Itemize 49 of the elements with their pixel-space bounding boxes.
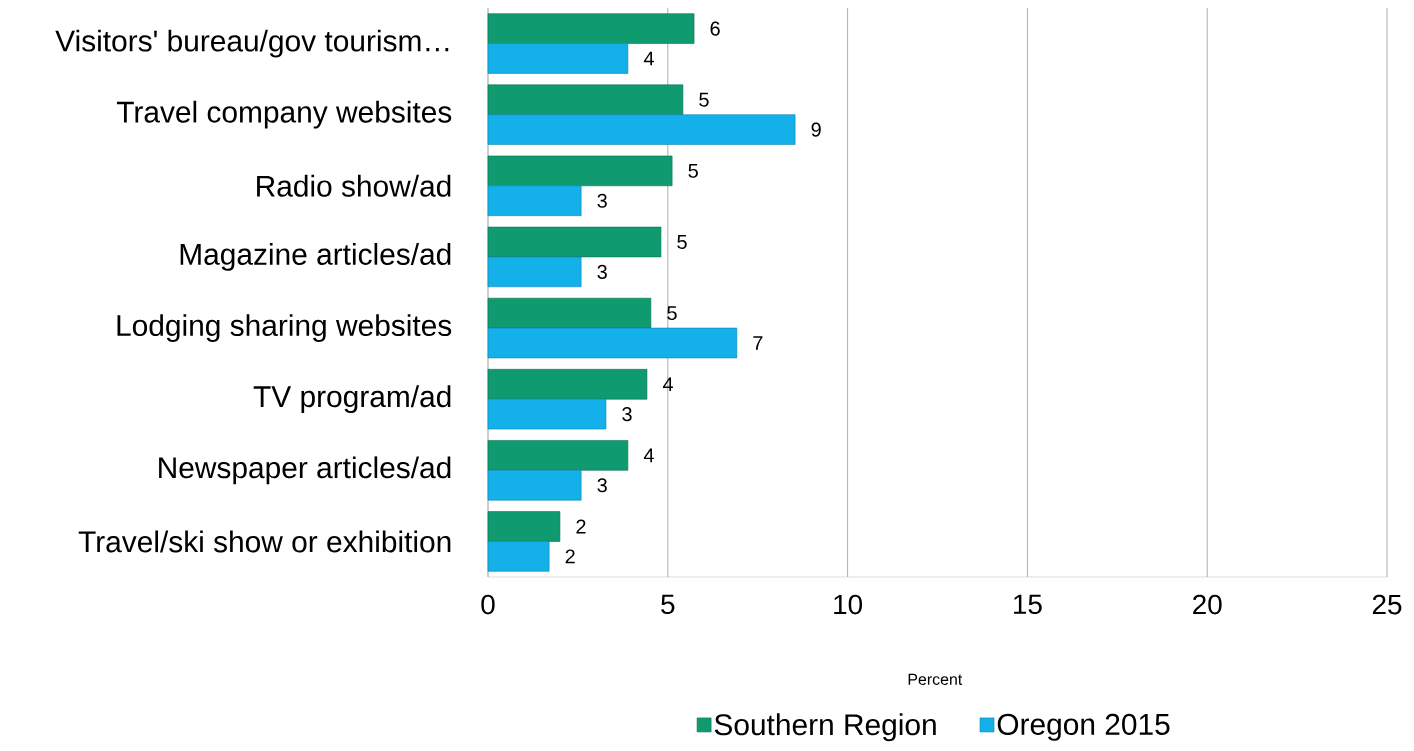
data-label: 3 xyxy=(622,407,632,422)
x-tick-label: 25 xyxy=(1372,594,1402,615)
data-label: 4 xyxy=(643,51,654,66)
bar xyxy=(487,511,561,542)
bar xyxy=(487,185,582,216)
bar xyxy=(487,84,684,115)
y-tick-label: Newspaper articles/ad xyxy=(159,456,451,485)
data-label: 5 xyxy=(677,235,687,249)
data-label: 7 xyxy=(753,336,763,350)
bar xyxy=(487,398,607,430)
bar xyxy=(487,470,582,501)
bar xyxy=(487,440,629,471)
data-label: 5 xyxy=(699,92,709,107)
x-tick-label: 15 xyxy=(1014,594,1042,615)
y-tick-label: Radio show/ad xyxy=(257,174,451,197)
x-tick-label: 20 xyxy=(1193,594,1222,615)
data-label: 3 xyxy=(597,478,607,493)
data-label: 5 xyxy=(688,163,698,178)
data-label: 9 xyxy=(811,122,821,137)
y-tick-label: Travel/ski show or exhibition xyxy=(78,530,451,553)
data-label: 4 xyxy=(643,448,654,463)
bar xyxy=(487,256,582,288)
x-tick-label: 5 xyxy=(661,594,675,615)
x-tick-label: 10 xyxy=(834,594,863,615)
y-tick-label: Travel company websites xyxy=(116,100,452,129)
legend-label: Southern Region xyxy=(714,713,936,742)
x-tick-label: 0 xyxy=(481,594,495,615)
data-label: 4 xyxy=(662,377,673,392)
bar xyxy=(487,297,652,329)
data-label: 5 xyxy=(667,306,677,321)
bar xyxy=(487,327,738,359)
data-label: 6 xyxy=(710,21,720,36)
bar xyxy=(487,541,550,572)
data-label: 2 xyxy=(565,549,575,564)
data-label: 3 xyxy=(597,193,607,208)
y-tick-label: Lodging sharing websites xyxy=(117,314,452,342)
bar xyxy=(487,43,629,74)
data-label: 3 xyxy=(597,264,607,279)
data-label: 2 xyxy=(576,519,586,534)
bar xyxy=(487,369,648,400)
bar xyxy=(487,155,673,187)
x-axis-title: Percent xyxy=(908,673,963,685)
y-tick-label: TV program/ad xyxy=(253,385,451,414)
y-tick-label: Magazine articles/ad xyxy=(180,243,451,271)
y-tick-label: Visitors' bureau/gov tourism… xyxy=(55,29,449,58)
bar xyxy=(487,114,796,145)
bar xyxy=(487,13,695,44)
bar xyxy=(487,226,662,258)
legend-label: Oregon 2015 xyxy=(997,713,1170,741)
